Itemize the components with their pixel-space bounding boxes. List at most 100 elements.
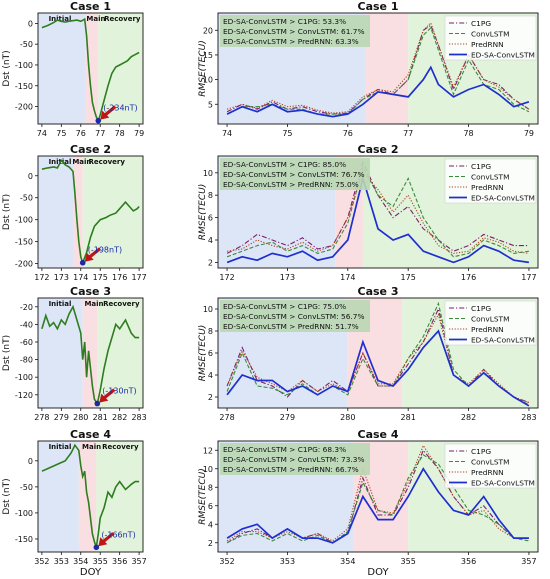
x-tick-label: 281	[401, 413, 416, 422]
x-tick-label: 356	[461, 557, 476, 566]
y-tick-label: 6	[208, 502, 213, 511]
comparison-text: ED-SA-ConvLSTM > C1PG: 75.0%	[223, 302, 346, 311]
legend-label: ED-SA-ConvLSTM	[471, 194, 535, 203]
panel-title: Case 3	[70, 285, 111, 298]
y-tick-label: 4	[208, 371, 213, 380]
x-tick-label: 173	[54, 273, 69, 282]
y-tick-label: -20	[20, 303, 33, 312]
x-tick-label: 176	[461, 273, 476, 282]
min-marker	[93, 544, 100, 551]
comparison-text: ED-SA-ConvLSTM > C1PG: 68.3%	[223, 445, 346, 454]
y-tick-label: -50	[20, 194, 33, 203]
y-axis-label: RMSE(TECU)	[198, 468, 208, 525]
y-axis-label: RMSE(TECU)	[198, 40, 208, 97]
x-tick-label: 280	[340, 413, 355, 422]
comparison-box	[220, 15, 370, 47]
series-line-c1pg	[226, 159, 529, 254]
phase-label-recovery: Recovery	[89, 158, 126, 166]
legend-label: ConvLSTM	[471, 315, 509, 324]
panel-frame	[37, 440, 144, 553]
y-axis-label: Dst (nT)	[2, 335, 12, 371]
x-tick-label: 78	[115, 129, 125, 138]
x-tick-label: 352	[34, 557, 49, 566]
x-tick-label: 176	[112, 273, 127, 282]
y-tick-label: 6	[208, 214, 213, 223]
dst-panel-2: Case 2 172 173 174 175 176 177 0 -50 -100 -150 -200…	[2, 143, 147, 282]
x-tick-label: 283	[131, 413, 146, 422]
comparison-text: ED-SA-ConvLSTM > PredRNN: 51.7%	[223, 322, 359, 331]
x-tick-label: 175	[93, 273, 108, 282]
x-tick-label: 175	[401, 273, 416, 282]
x-tick-label: 177	[131, 273, 146, 282]
x-tick-label: 355	[401, 557, 416, 566]
dst-panel-3: Case 3 278 279 280 281 282 283 -20 -40 -60 -80 -100…	[2, 285, 147, 422]
arrow-head	[99, 393, 109, 403]
y-tick-label: -40	[20, 320, 33, 329]
series-line-convlstm	[226, 454, 530, 544]
series-line-c1pg	[226, 24, 530, 115]
y-tick-label: 10	[203, 465, 213, 474]
phase-main-band	[365, 13, 409, 124]
y-tick-label: -150	[15, 535, 33, 544]
legend-label: C1PG	[471, 304, 491, 313]
phase-label-initial: Initial	[49, 15, 72, 23]
phase-label-main: Main	[84, 300, 103, 308]
legend-label: C1PG	[471, 162, 491, 171]
phase-label-recovery: Recovery	[103, 300, 140, 308]
dst-line	[41, 158, 140, 266]
y-tick-label: -200	[15, 260, 33, 269]
panel-frame	[217, 297, 539, 409]
series-line-c1pg	[226, 449, 529, 544]
x-axis-label-right: DOY	[367, 567, 389, 578]
x-tick-label: 172	[34, 273, 49, 282]
y-tick-label: -50	[20, 40, 33, 49]
x-tick-label: 283	[521, 413, 536, 422]
comparison-text: ED-SA-ConvLSTM > PredRNN: 63.3%	[223, 37, 359, 46]
panel-title: Case 4	[70, 428, 111, 441]
x-tick-label: 76	[343, 129, 353, 138]
arrow-shaft	[102, 388, 116, 400]
phase-recovery-band	[97, 298, 143, 408]
x-tick-label: 353	[280, 557, 295, 566]
panel-title: Case 2	[70, 143, 111, 156]
x-tick-label: 78	[463, 129, 473, 138]
y-tick-label: -150	[15, 82, 33, 91]
panel-frame	[217, 155, 539, 269]
legend-label: ED-SA-ConvLSTM	[471, 479, 535, 488]
phase-recovery-band	[98, 13, 143, 124]
y-tick-label: -80	[20, 356, 33, 365]
phase-main-band	[85, 13, 99, 124]
series-line-ed-sa-convlstm	[226, 175, 530, 264]
y-tick-label: 2	[208, 393, 213, 402]
y-tick-label: -100	[15, 509, 33, 518]
y-tick-label: 2	[208, 539, 213, 548]
comparison-box	[220, 443, 370, 475]
x-tick-label: 282	[112, 413, 127, 422]
arrow-head	[98, 537, 108, 547]
arrow-head	[100, 110, 110, 120]
comparison-text: ED-SA-ConvLSTM > C1PG: 85.0%	[223, 160, 346, 169]
y-tick-label: 0	[28, 19, 33, 28]
series-line-ed-sa-convlstm	[226, 329, 530, 407]
arrow-shaft	[87, 247, 101, 259]
comparison-text: ED-SA-ConvLSTM > PredRNN: 66.7%	[223, 465, 359, 474]
rmse-panel-1: Case 1 74 75 76 77 78 79 5 10 15 20 RMSE(TECU) ED-SA…	[198, 0, 539, 138]
y-tick-label: -150	[15, 238, 33, 247]
y-axis-label: Dst (nT)	[2, 194, 12, 230]
phase-label-main: Main	[72, 158, 91, 166]
dst-panel-1: Case 1 74 75 76 77 78 79 0 -50 -100 -150 -200 Dst (n…	[2, 0, 144, 138]
min-marker	[94, 400, 101, 407]
y-tick-label: 5	[208, 100, 213, 109]
legend-label: PredRNN	[471, 325, 504, 334]
y-tick-label: 6	[208, 349, 213, 358]
x-tick-label: 352	[219, 557, 234, 566]
panel-frame	[37, 297, 144, 409]
rmse-panel-4: Case 4 352 353 354 355 356 357 2 4 6 8 10 12 RMSE(TEC…	[198, 428, 539, 566]
x-tick-label: 174	[73, 273, 88, 282]
comparison-text: ED-SA-ConvLSTM > PredRNN: 75.0%	[223, 180, 359, 189]
phase-main-band	[82, 298, 98, 408]
x-tick-label: 79	[134, 129, 144, 138]
panel-frame	[37, 155, 144, 269]
x-tick-label: 355	[93, 557, 108, 566]
